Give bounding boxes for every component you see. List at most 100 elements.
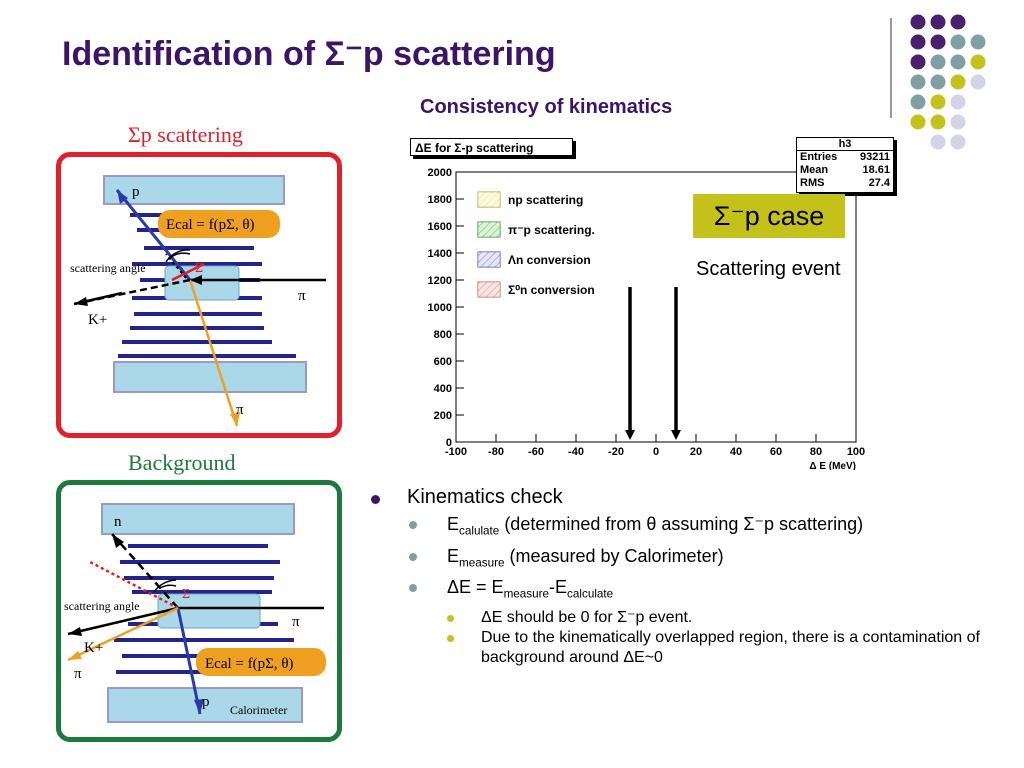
entries-label: Entries [800, 151, 838, 163]
kaon-label: K+ [84, 640, 103, 656]
bullet-e-calculate: Ecalulate (determined from θ assuming Σ⁻… [407, 512, 1017, 544]
y-tick-label: 400 [434, 383, 452, 395]
y-tick-label: 0 [446, 437, 452, 449]
neutron-track [111, 533, 179, 609]
x-tick-label: -60 [528, 446, 544, 458]
y-tick-label: 1800 [428, 194, 452, 206]
top-detector-slab [101, 503, 295, 535]
decor-dot [950, 54, 966, 70]
decor-dot [910, 34, 926, 50]
outgoing-pion-label: π [74, 666, 82, 682]
rms-value: 27.4 [868, 177, 890, 189]
scattering-event-label: Scattering event [696, 258, 841, 280]
decor-dot [970, 74, 986, 90]
signal-diagram-frame [56, 152, 342, 438]
x-tick-label: -80 [488, 446, 504, 458]
neutron-label: n [114, 514, 122, 530]
legend-label-0: np scattering [508, 193, 583, 207]
stats-name: h3 [797, 138, 893, 151]
calorimeter-slab [113, 361, 307, 393]
sigma-track [171, 262, 205, 282]
proton-track [115, 189, 192, 281]
decor-dot [930, 74, 946, 90]
kaon-track [73, 278, 191, 306]
y-tick-label: 1200 [428, 275, 452, 287]
bullet-e-measure: Emeasure (measured by Calorimeter) [407, 544, 1017, 576]
decor-dot [930, 134, 946, 150]
entries-value: 93211 [860, 151, 890, 163]
x-tick-label: 20 [690, 446, 702, 458]
sigma-label: Σ [182, 587, 190, 602]
decor-dot [950, 34, 966, 50]
proton-track [176, 607, 202, 715]
scattering-angle-label: scattering angle [70, 261, 146, 275]
decor-dot [910, 54, 926, 70]
x-tick-label: 60 [770, 446, 782, 458]
ecal-formula: Ecal = f(pΣ, θ) [205, 656, 294, 672]
x-tick-label: 80 [810, 446, 822, 458]
divider-line [890, 18, 892, 118]
slide-title: Identification of Σ⁻p scattering [62, 35, 556, 73]
decor-dot [970, 54, 986, 70]
bullet-list: Kinematics check Ecalulate (determined f… [367, 484, 1017, 668]
decor-dot [930, 54, 946, 70]
outgoing-pion-track [188, 279, 239, 427]
bullet-delta-e: ΔE = Emeasure-Ecalculate ΔE should be 0 … [407, 575, 1017, 668]
kaon-track [67, 606, 179, 636]
x-tick-label: -40 [568, 446, 584, 458]
target [157, 593, 261, 629]
decor-dot [930, 14, 946, 30]
event-marker-arrow-1 [671, 430, 681, 440]
outgoing-pion-label: π [236, 402, 244, 418]
bullet-kinematics-check: Kinematics check Ecalulate (determined f… [367, 484, 1017, 668]
decor-dot [930, 114, 946, 130]
slide-subtitle: Consistency of kinematics [420, 96, 673, 118]
x-tick-label: 100 [847, 446, 865, 458]
histogram-stats-box: h3 Entries 93211 Mean 18.61 RMS 27.4 [796, 137, 894, 193]
y-tick-label: 1600 [428, 221, 452, 233]
histogram-title: ΔE for Σ-p scattering [410, 138, 573, 156]
y-tick-label: 1000 [428, 302, 452, 314]
calorimeter-slab [107, 687, 303, 723]
x-tick-label: -20 [608, 446, 624, 458]
angle-arc-icon [159, 584, 177, 589]
kaon-label: K+ [88, 312, 107, 328]
angle-arc-icon [169, 252, 191, 259]
outgoing-pion-track [67, 606, 179, 662]
background-panel-label: Background [128, 450, 236, 475]
reconstructed-proton-line [89, 560, 179, 610]
decor-dot [950, 94, 966, 110]
background-scattering-diagram: Σ Ecal = f(pΣ, θ) n π K+ π p scattering … [64, 503, 326, 723]
y-tick-label: 600 [434, 356, 452, 368]
event-marker-arrow-0 [625, 430, 635, 440]
proton-label: p [132, 184, 140, 200]
incoming-pion-label: π [292, 614, 300, 630]
mean-label: Mean [800, 164, 829, 176]
signal-scattering-diagram: Ecal = f(pΣ, θ) p Σ π π K+ scattering an… [70, 175, 326, 427]
sigma-label: Σ [195, 261, 203, 276]
decorative-dot-grid [910, 14, 986, 150]
incoming-pion-label: π [298, 288, 306, 304]
decor-dot [950, 14, 966, 30]
legend-label-1: π⁻p scattering. [508, 223, 595, 237]
x-tick-label: -100 [445, 446, 467, 458]
rms-label: RMS [800, 177, 825, 189]
y-tick-label: 200 [434, 410, 452, 422]
y-tick-label: 1400 [428, 248, 452, 260]
ecal-formula-box [158, 210, 280, 238]
bullet-contamination: Due to the kinematically overlapped regi… [447, 628, 1017, 668]
decor-dot [950, 114, 966, 130]
background-diagram-frame [56, 480, 342, 742]
decor-dot [930, 34, 946, 50]
bullet-delta-e-zero: ΔE should be 0 for Σ⁻p event. [447, 608, 1017, 628]
sigma-p-case-box: Σ⁻p case [693, 194, 845, 238]
decor-dot [910, 74, 926, 90]
top-detector-slab [103, 175, 285, 205]
signal-panel-label: Σp scattering [128, 122, 243, 147]
decor-dot [930, 94, 946, 110]
y-tick-label: 800 [434, 329, 452, 341]
calorimeter-label: Calorimeter [230, 703, 287, 717]
scattering-angle-label: scattering angle [64, 599, 140, 613]
mean-value: 18.61 [862, 164, 890, 176]
ecal-formula: Ecal = f(pΣ, θ) [166, 217, 255, 233]
